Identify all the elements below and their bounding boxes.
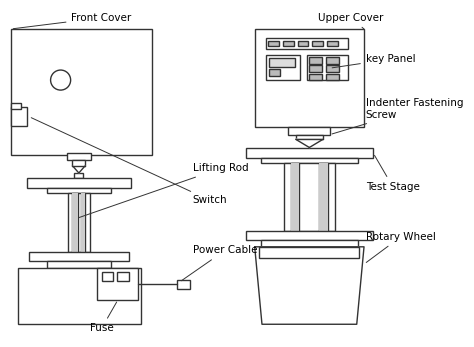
Bar (47, 188, 111, 193)
Bar (288, 127, 330, 135)
Text: Switch: Switch (31, 118, 228, 205)
Bar (261, 158, 358, 163)
Bar (27, 178, 131, 188)
Bar (310, 74, 322, 80)
Bar (326, 66, 338, 72)
Bar (29, 252, 129, 261)
Polygon shape (255, 247, 364, 324)
Bar (327, 41, 337, 46)
Text: Lifting Rod: Lifting Rod (79, 163, 248, 218)
Bar (265, 38, 347, 49)
Bar (73, 160, 85, 166)
Text: Test Stage: Test Stage (366, 155, 419, 192)
Bar (283, 41, 294, 46)
Bar (284, 163, 335, 231)
Bar (117, 272, 129, 281)
Bar (268, 41, 279, 46)
Bar (265, 54, 300, 80)
Text: Front Cover: Front Cover (13, 12, 132, 29)
Bar (68, 193, 90, 252)
Bar (177, 280, 190, 289)
Bar (74, 173, 83, 178)
Text: Upper Cover: Upper Cover (319, 12, 384, 29)
Bar (81, 193, 85, 252)
Bar (246, 231, 373, 240)
Bar (310, 66, 322, 72)
Bar (296, 135, 323, 139)
Bar (255, 29, 364, 127)
Bar (307, 54, 347, 80)
Bar (10, 108, 27, 126)
Bar (101, 272, 112, 281)
Bar (269, 58, 295, 67)
Bar (47, 261, 111, 268)
Bar (18, 268, 141, 324)
Bar (261, 240, 358, 247)
Bar (73, 193, 78, 252)
Polygon shape (296, 139, 323, 147)
Bar (312, 41, 323, 46)
Bar (73, 193, 78, 252)
Bar (81, 193, 85, 252)
Bar (10, 29, 152, 155)
Bar (310, 57, 322, 64)
Text: Power Cable: Power Cable (182, 245, 257, 281)
Bar (326, 74, 338, 80)
Text: key Panel: key Panel (332, 54, 416, 68)
Bar (291, 163, 300, 231)
Text: Indenter Fastening
Screw: Indenter Fastening Screw (332, 99, 464, 134)
Text: Fuse: Fuse (90, 302, 117, 333)
Bar (319, 163, 328, 231)
Bar (67, 153, 91, 160)
Bar (319, 163, 328, 231)
Bar (246, 149, 373, 158)
Text: Rotary Wheel: Rotary Wheel (366, 232, 436, 262)
Bar (259, 247, 359, 258)
Polygon shape (73, 166, 85, 173)
Bar (326, 57, 338, 64)
Bar (298, 41, 309, 46)
Bar (10, 103, 21, 109)
Bar (269, 69, 280, 76)
Bar (97, 268, 138, 300)
Bar (291, 163, 300, 231)
